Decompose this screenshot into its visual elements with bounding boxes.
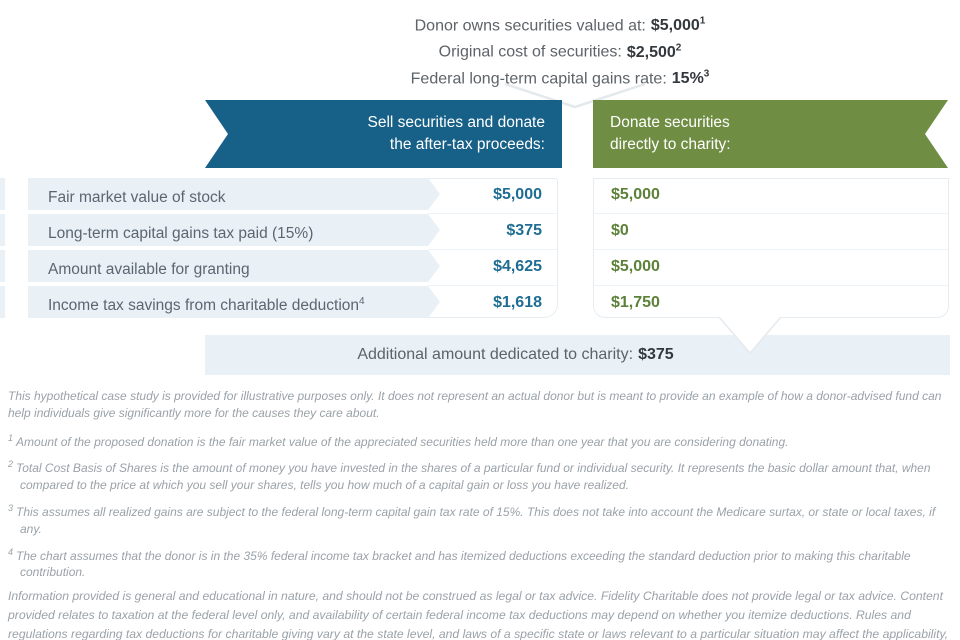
donate-heading-line2: directly to charity:: [610, 136, 731, 153]
donate-value-deduction: $1,750: [611, 294, 660, 311]
summary-label: Additional amount dedicated to charity:: [357, 346, 634, 363]
assumption-label: Federal long-term capital gains rate:: [410, 69, 667, 87]
row-edge-sliver: [0, 178, 5, 210]
assumption-line-cost: Original cost of securities: $2,5002: [160, 37, 960, 63]
sell-value-deduction: $1,618: [493, 294, 542, 311]
footnote-marker: 3: [703, 68, 710, 80]
row-edge-sliver: [0, 286, 5, 318]
sell-heading-line2: the after-tax proceeds:: [389, 136, 545, 153]
assumption-value: $5,000: [650, 17, 700, 35]
donate-option-ribbon: Donate securities directly to charity:: [593, 100, 948, 168]
sell-option-ribbon: Sell securities and donate the after-tax…: [205, 100, 562, 168]
row-edge-sliver: [0, 250, 5, 282]
footnote-marker: 1: [699, 16, 706, 27]
row-separator: [594, 285, 948, 286]
footnote-2: 2 Total Cost Basis of Shares is the amoun…: [8, 459, 931, 493]
assumption-line-rate: Federal long-term capital gains rate: 15%…: [160, 64, 960, 90]
donate-heading-line1: Donate securities: [610, 114, 730, 131]
sell-heading-line1: Sell securities and donate: [367, 114, 545, 131]
row-label-tax: Long-term capital gains tax paid (15%): [28, 214, 440, 246]
footnote-marker: 2: [675, 42, 682, 54]
summary-bar: Additional amount dedicated to charity: $…: [205, 335, 950, 375]
row-separator: [428, 249, 557, 250]
footnote-1: 1 Amount of the proposed donation is the …: [8, 432, 789, 449]
assumption-value: $2,500: [626, 43, 676, 61]
row-label-fmv: Fair market value of stock: [28, 178, 440, 210]
sell-value-fmv: $5,000: [493, 186, 542, 203]
donate-ribbon-heading: Donate securities directly to charity:: [593, 100, 948, 156]
footnote-3: 3 This assumes all realized gains are sub…: [8, 502, 936, 536]
row-label-deduction: Income tax savings from charitable deduc…: [28, 286, 440, 318]
row-separator: [594, 249, 948, 250]
sell-ribbon-heading: Sell securities and donate the after-tax…: [205, 100, 562, 156]
sell-value-tax: $375: [506, 222, 542, 239]
footnote-4: 4 The chart assumes that the donor is in …: [8, 546, 911, 580]
assumption-line-value: Donor owns securities valued at: $5,0001: [160, 11, 960, 37]
assumption-value: 15%: [671, 69, 704, 87]
donate-value-granting: $5,000: [611, 258, 660, 275]
row-edge-sliver: [0, 214, 5, 246]
sell-value-granting: $4,625: [493, 258, 542, 275]
assumption-label: Original cost of securities:: [438, 43, 622, 61]
donate-values-column: $5,000 $0 $5,000 $1,750: [593, 178, 949, 318]
legal-disclaimer: Information provided is general and educ…: [8, 589, 949, 640]
footnote-marker: 4: [359, 296, 365, 307]
row-label-granting: Amount available for granting: [28, 250, 440, 282]
sell-values-column: $5,000 $375 $4,625 $1,618: [428, 178, 558, 318]
row-separator: [428, 285, 557, 286]
donate-value-tax: $0: [611, 222, 629, 239]
donate-value-fmv: $5,000: [611, 186, 660, 203]
footnote-intro: This hypothetical case study is provided…: [8, 389, 942, 420]
row-separator: [594, 213, 948, 214]
summary-value: $375: [638, 346, 674, 363]
assumptions-block: Donor owns securities valued at: $5,0001 …: [160, 11, 960, 90]
footnotes-section: This hypothetical case study is provided…: [8, 388, 952, 640]
pointer-down-icon: [718, 317, 782, 354]
assumption-label: Donor owns securities valued at:: [414, 17, 646, 35]
row-separator: [428, 213, 557, 214]
chevron-down-icon: [505, 82, 645, 109]
